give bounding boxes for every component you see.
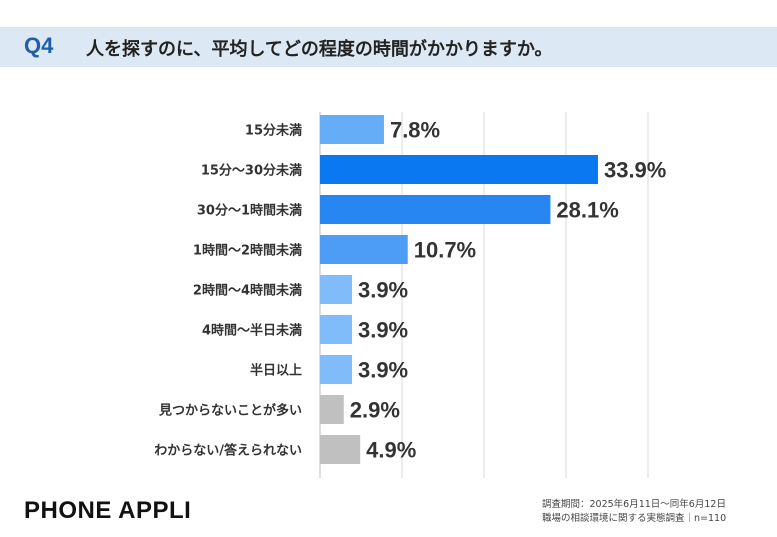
category-label: 30分〜1時間未満 [197, 203, 302, 219]
category-label: 見つからないことが多い [158, 403, 302, 419]
survey-name: 職場の相談環境に関する実態調査｜n=110 [542, 513, 727, 524]
bar [320, 395, 344, 424]
value-label: 3.9% [358, 318, 408, 343]
value-label: 3.9% [358, 278, 408, 303]
survey-period: 調査期間：2025年6月11日〜同年6月12日 [542, 499, 726, 510]
bar [320, 115, 384, 144]
brand-logo: PHONE APPLI [24, 497, 192, 524]
category-label: わからない/答えられない [154, 443, 302, 459]
value-label: 4.9% [366, 438, 416, 463]
category-label: 4時間〜半日未満 [202, 323, 302, 339]
bar [320, 435, 361, 464]
question-header: Q4 人を探すのに、平均してどの程度の時間がかかりますか。 [0, 27, 777, 67]
bar [320, 355, 352, 384]
category-label: 15分〜30分未満 [201, 163, 302, 179]
category-label: 2時間〜4時間未満 [193, 283, 302, 299]
bar [320, 155, 598, 184]
survey-info: 調査期間：2025年6月11日〜同年6月12日 職場の相談環境に関する実態調査｜… [542, 498, 726, 526]
question-text: 人を探すのに、平均してどの程度の時間がかかりますか。 [86, 39, 553, 60]
question-number: Q4 [24, 33, 54, 58]
bar [320, 315, 352, 344]
value-label: 33.9% [604, 158, 666, 183]
bar [320, 275, 352, 304]
value-label: 2.9% [350, 398, 400, 423]
value-label: 28.1% [556, 198, 618, 223]
bar-chart: 15分未満 7.8% 15分〜30分未満 33.9% 30分〜1時間未満 28.1% 1時間… [154, 112, 666, 478]
value-label: 10.7% [414, 238, 476, 263]
value-label: 7.8% [390, 118, 440, 143]
category-label: 15分未満 [245, 123, 302, 139]
value-label: 3.9% [358, 358, 408, 383]
bar [320, 235, 408, 264]
bar [320, 195, 551, 224]
category-label: 1時間〜2時間未満 [193, 243, 302, 259]
category-label: 半日以上 [250, 363, 302, 379]
